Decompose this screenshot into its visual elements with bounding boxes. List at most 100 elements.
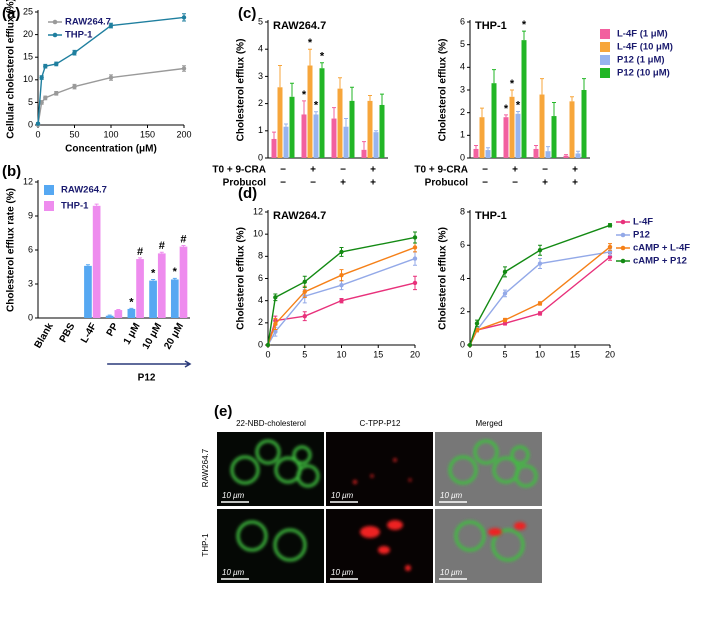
annotation: * — [522, 19, 527, 31]
legend-label: THP-1 — [65, 30, 93, 41]
x-tick-label: 10 μM — [141, 321, 165, 351]
bar — [563, 155, 569, 158]
point — [537, 261, 543, 266]
chart-title: THP-1 — [475, 210, 507, 222]
bar — [361, 149, 367, 158]
error-bar — [320, 62, 324, 69]
panel-label: (e) — [214, 403, 232, 420]
y-tick-label: 12 — [23, 176, 33, 186]
error-bar — [308, 48, 312, 66]
x-tick-label: 20 — [410, 349, 420, 359]
y-tick-label: 10 — [253, 229, 263, 239]
panel-label: (b) — [2, 163, 21, 180]
error-bar — [290, 82, 294, 97]
legend-label: cAMP + P12 — [633, 256, 687, 267]
legend-marker — [52, 32, 58, 38]
x-tick-label: 100 — [103, 129, 118, 139]
error-bar — [85, 264, 90, 266]
x-tick-label: L-4F — [79, 321, 99, 345]
cells — [230, 439, 538, 488]
error-bar — [486, 147, 490, 151]
point — [265, 342, 271, 348]
chart-title: RAW264.7 — [273, 20, 326, 32]
bar — [473, 148, 479, 158]
annotation: * — [308, 37, 313, 49]
error-bar — [504, 114, 508, 118]
y-tick-label: 5 — [460, 39, 465, 49]
annotation: * — [320, 51, 325, 63]
error-bar — [159, 251, 164, 254]
condition-value: − — [482, 178, 488, 189]
bar — [539, 94, 545, 158]
y-tick-label: 0 — [28, 119, 33, 129]
legend-label: THP-1 — [61, 201, 89, 212]
x-tick-label: 50 — [69, 129, 79, 139]
error-bar — [362, 141, 366, 150]
condition-value: − — [512, 178, 518, 189]
error-bar — [151, 278, 156, 281]
scale-label: 10 μm — [331, 491, 354, 500]
x-tick-label: Blank — [33, 321, 56, 350]
x-tick-label: 10 — [535, 349, 545, 359]
x-tick-label: 200 — [176, 129, 191, 139]
bar — [521, 40, 527, 159]
point — [474, 321, 480, 326]
point — [72, 84, 77, 89]
point — [54, 91, 59, 96]
point — [181, 15, 187, 20]
bar — [289, 96, 295, 158]
micrograph — [217, 432, 324, 506]
error-bar — [576, 150, 580, 154]
y-tick-label: 10 — [23, 74, 33, 84]
chart: (c) RAW264.7 Cholesterol efflux (%) 0 1 2 3 4 5 *… — [212, 5, 388, 189]
bar — [84, 265, 92, 318]
x-tick-label: PBS — [58, 321, 78, 345]
condition-value: + — [370, 178, 376, 189]
point — [502, 321, 508, 326]
error-bar — [570, 96, 574, 102]
column-title: Merged — [475, 419, 502, 428]
chart-title: THP-1 — [475, 20, 507, 32]
y-tick-label: 5 — [28, 97, 33, 107]
annotation: * — [151, 267, 156, 279]
scale-label: 10 μm — [440, 491, 463, 500]
point — [502, 291, 508, 296]
y-tick-label: 0 — [258, 339, 263, 349]
y-axis-label: Cholesterol efflux (%) — [438, 39, 449, 142]
x-tick-label: 15 — [373, 349, 383, 359]
y-tick-label: 12 — [253, 206, 263, 216]
point — [339, 249, 344, 255]
point — [54, 61, 59, 67]
group-label: P12 — [138, 373, 156, 384]
red-signal — [360, 520, 526, 571]
annotation: * — [314, 100, 319, 112]
bar — [575, 153, 581, 158]
bar — [157, 253, 166, 318]
point — [607, 244, 613, 250]
y-tick-label: 6 — [28, 244, 33, 254]
error-bar — [94, 203, 99, 206]
y-tick-label: 8 — [460, 206, 465, 216]
y-tick-label: 4 — [258, 295, 263, 305]
point — [43, 64, 48, 69]
legend-label: P12 — [633, 230, 650, 241]
error-bar — [332, 107, 336, 119]
legend-marker — [52, 19, 58, 25]
bar — [136, 259, 144, 318]
y-tick-label: 5 — [258, 16, 263, 26]
bar — [149, 280, 157, 318]
bar — [515, 113, 521, 158]
y-tick-label: 3 — [258, 71, 263, 81]
bar — [92, 205, 101, 318]
point — [339, 282, 344, 288]
error-bar — [129, 307, 134, 309]
condition-value: − — [310, 178, 316, 189]
annotation: # — [159, 240, 165, 252]
bar — [170, 279, 179, 318]
annotation: * — [302, 89, 307, 101]
error-bar — [314, 111, 318, 115]
annotation: * — [510, 78, 515, 90]
bar — [503, 117, 509, 158]
panel-e: (e) 22-NBD-cholesterol C-TPP-P12 Merged … — [201, 403, 542, 583]
point — [607, 249, 613, 255]
